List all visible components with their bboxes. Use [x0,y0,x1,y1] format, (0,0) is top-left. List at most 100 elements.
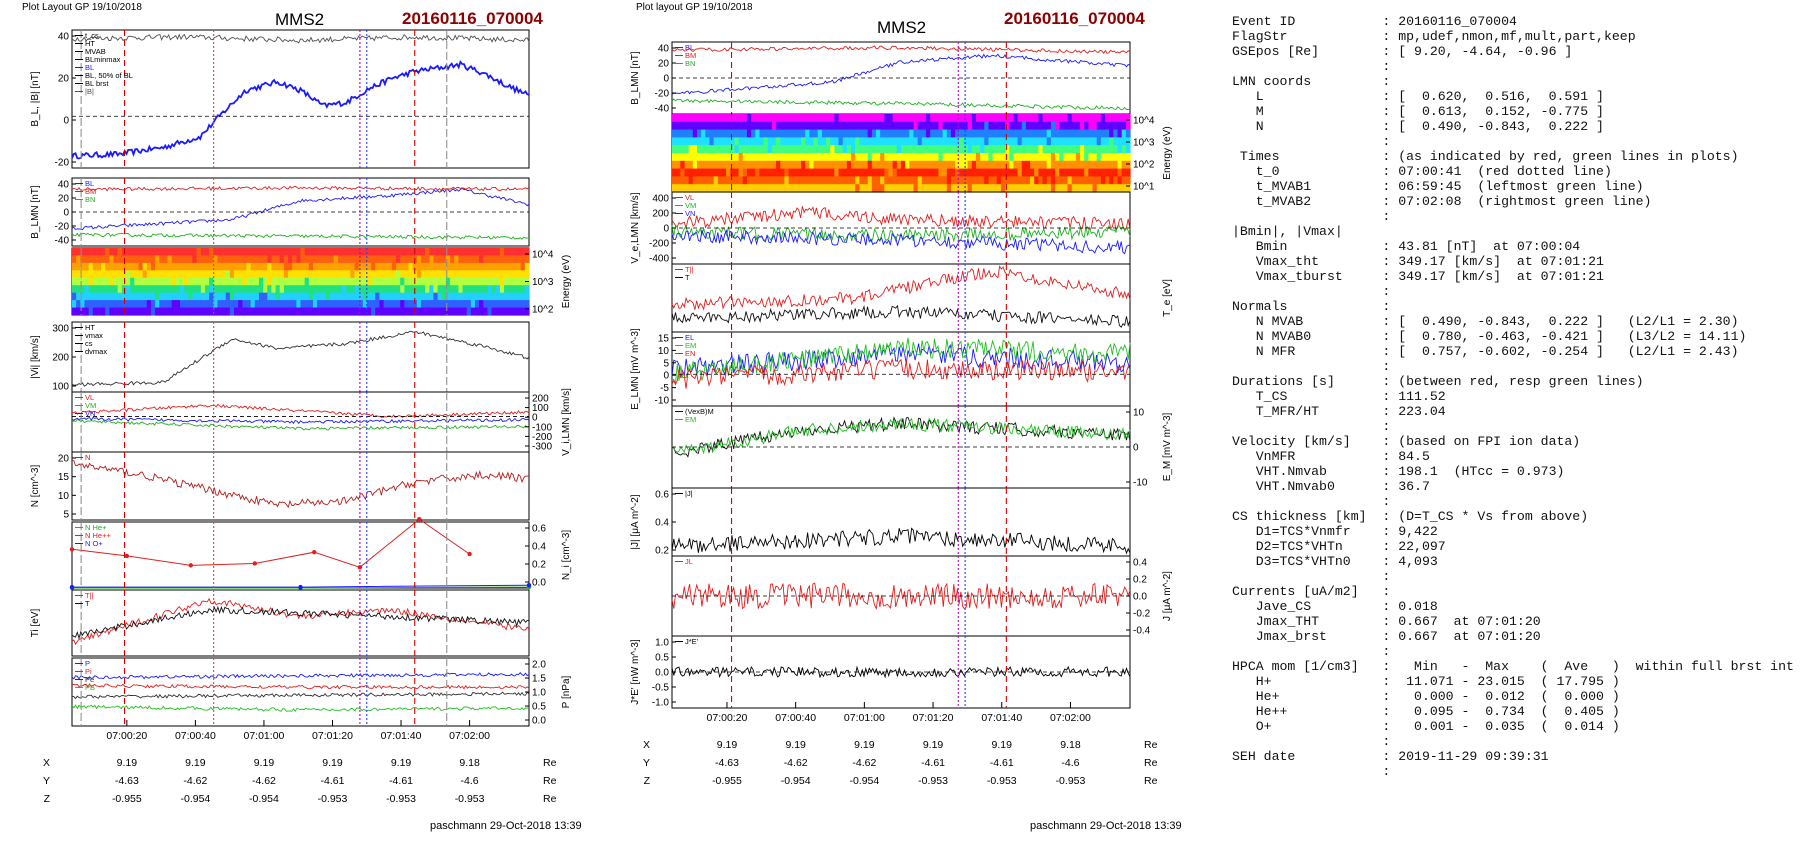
spectrogram-cell [234,307,239,316]
spectrogram-cell [400,277,405,286]
spectrogram-cell [96,307,102,316]
spectrogram-cell [296,270,302,279]
info-value: : mp,udef,nmon,mf,mult,part,keep [1382,29,1636,44]
spectrogram-cell [200,285,206,294]
series-line [671,357,1131,389]
legend-label: t_cs [85,31,99,40]
spectrogram-cell [288,270,293,279]
spectrogram-cell [984,129,990,138]
spectrogram-cell [479,292,484,301]
spectrogram-cell [192,262,198,271]
spectrogram-cell [830,137,835,146]
spectrogram-cell [1046,160,1052,170]
spectrogram-cell [813,137,819,146]
spectrogram-cell [925,176,931,185]
spectrogram-cell [742,129,748,138]
spectrogram-cell [524,248,530,257]
spectrogram-cell [337,285,343,294]
ephemeris-value: 9.19 [254,757,275,769]
legend-label: T [685,273,690,282]
spectrogram-cell [329,270,335,279]
legend-label: vmax [85,331,103,340]
spectrogram-cell [767,176,773,185]
spectrogram-cell [909,184,915,193]
spectrogram-cell [796,160,802,170]
y-axis-label: N_i [cm^-3] [561,530,572,580]
spectrogram-cell [88,255,94,264]
spectrogram-cell [1013,121,1019,131]
spectrogram-cell [1092,160,1098,170]
spectrogram-cell [396,300,401,309]
spectrogram-cell [738,114,744,123]
spectrogram-cell [333,285,339,294]
spectrogram-cell [959,184,965,193]
spectrogram-cell [312,285,318,294]
spectrogram-cell [454,285,459,294]
y-tick-label: 10^4 [532,250,554,261]
y-tick-label: 0 [532,413,538,424]
y-axis-label: E_LMN [mV m^-3] [630,328,641,410]
spectrogram-cell [705,129,711,138]
spectrogram-cell [688,121,694,131]
spectrogram-cell [184,285,189,294]
ephemeris-label: Z [644,775,651,787]
series-line [671,343,1131,379]
spectrogram-cell [1046,153,1052,162]
spectrogram-cell [171,270,177,279]
spectrogram-cell [701,160,706,170]
spectrogram-cell [76,262,81,271]
info-key: He++ [1232,704,1383,719]
spectrogram-cell [483,248,489,257]
spectrogram-cell [713,153,719,162]
spectrogram-cell [672,160,677,170]
info-row: T_CS : 111.52 [1232,389,1804,404]
spectrogram-cell [200,262,206,271]
spectrogram-cell [817,121,823,131]
spectrogram-cell [967,129,973,138]
spectrogram-cell [771,184,777,193]
spectrogram-cell [76,300,81,309]
spectrogram-cell [188,270,194,279]
spectrogram-cell [980,129,985,138]
spectrogram-cell [1063,153,1069,162]
spectrogram-cell [221,270,227,279]
spectrogram-cell [684,168,690,177]
info-row: VHT.Nmvab : 198.1 (HTcc = 0.973) [1232,464,1804,479]
spectrogram-cell [880,184,885,193]
spectrogram-cell [499,277,505,286]
info-row: : [1232,134,1804,149]
spectrogram-cell [437,277,443,286]
y-axis-label: Ti [eV] [30,609,41,638]
spectrogram-cell [433,307,439,316]
spectrogram-cell [350,292,356,301]
spectrogram-cell [1080,129,1085,138]
spectrogram-cell [821,121,827,131]
spectrogram-cell [396,262,401,271]
spectrogram-cell [1000,184,1006,193]
y-tick-label: 10 [58,491,70,502]
spectrogram-cell [851,129,856,138]
spectrogram-cell [250,262,256,271]
spectrogram-cell [437,300,443,309]
spectrogram-cell [441,277,447,286]
info-value: : 0.000 - 0.012 ( 0.000 ) [1382,689,1620,704]
spectrogram-cell [288,300,293,309]
spectrogram-cell [333,255,339,264]
spectrogram-cell [913,114,919,123]
spectrogram-cell [126,307,131,316]
spectrogram-cell [776,176,781,185]
legend-label: VN [685,209,695,218]
info-value: : 0.667 at 07:01:20 [1382,629,1541,644]
spectrogram-cell [396,248,401,257]
y-tick-label: 0 [663,371,669,382]
spectrogram-cell [433,277,439,286]
spectrogram-cell [1067,168,1073,177]
spectrogram-cell [159,307,164,316]
series-line [671,665,1131,679]
spectrogram-cell [1113,129,1119,138]
spectrogram-cell [809,153,815,162]
spectrogram-cell [391,277,397,286]
info-value: : [1382,209,1391,224]
y-tick-label: 10^4 [1133,116,1155,127]
spectrogram-cell [80,292,86,301]
